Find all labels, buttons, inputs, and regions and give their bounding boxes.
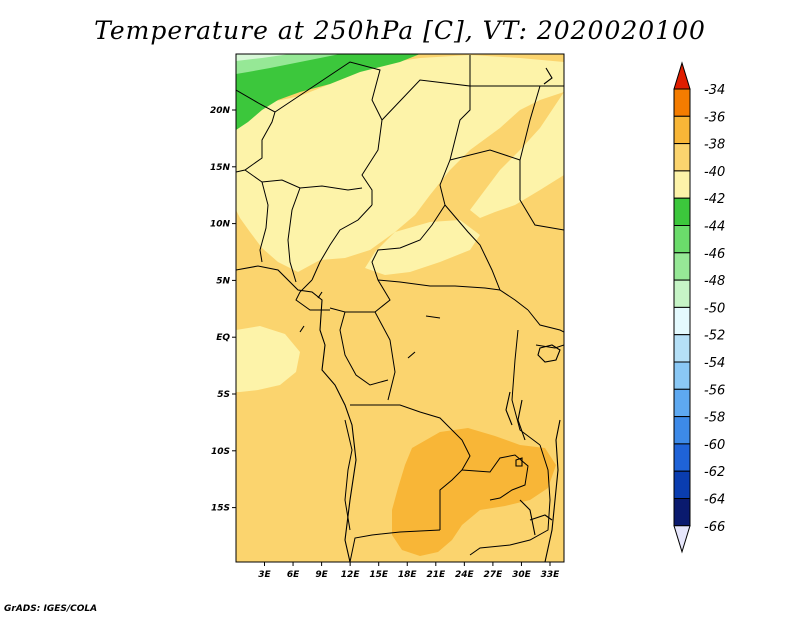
lon-tick-label: 12E (341, 570, 361, 580)
colorbar-label: -52 (704, 329, 725, 344)
lon-tick-label: 30E (512, 570, 532, 580)
lon-tick-label: 3E (258, 570, 271, 580)
lat-tick-label: 10S (211, 447, 230, 457)
colorbar-label: -50 (704, 301, 725, 316)
colorbar-cell (673, 443, 691, 472)
colorbar-label: -64 (704, 493, 725, 508)
colorbar-cell (673, 88, 691, 117)
colorbar-label: -66 (704, 520, 725, 535)
colorbar-label: -34 (704, 83, 725, 98)
colorbar-cell (673, 470, 691, 500)
colorbar-cell (673, 306, 691, 336)
colorbar-label: -60 (704, 438, 725, 453)
colorbar-label: -62 (704, 465, 725, 480)
colorbar-cell (673, 115, 691, 145)
colorbar-cell (673, 143, 691, 172)
colorbar-label: -44 (704, 220, 725, 235)
colorbar-label: -38 (704, 138, 725, 153)
pale-yellow-region-east (470, 92, 564, 218)
lat-tick-label: 10N (210, 220, 231, 230)
latitude-axis: 20N 15N 10N 5N EQ 5S 10S 15S (210, 106, 236, 514)
lat-tick-label: 20N (210, 106, 231, 116)
colorbar: -34 -36 -38 -40 -42 -44 -46 -48 -50 -52 -54 -56 -58 -… (673, 61, 725, 554)
colorbar-cell (673, 416, 691, 445)
colorbar-label: -48 (704, 274, 725, 289)
orange-patch (392, 428, 556, 556)
map-field (236, 54, 564, 562)
colorbar-bottom-arrow (673, 525, 691, 554)
lon-tick-label: 21E (426, 570, 446, 580)
map-frame (235, 53, 565, 563)
lon-tick-label: 6E (287, 570, 300, 580)
coastlines (236, 67, 561, 562)
colorbar-cell (673, 498, 691, 527)
colorbar-label: -40 (704, 165, 725, 180)
colorbar-cell (673, 225, 691, 254)
pale-yellow-region-central (365, 220, 480, 275)
grads-credit: GrADS: IGES/COLA (4, 604, 98, 614)
colorbar-label: -42 (704, 192, 725, 207)
lat-tick-label: EQ (216, 333, 230, 343)
lat-tick-label: 5S (217, 390, 230, 400)
colorbar-label: -46 (704, 247, 725, 262)
lon-tick-label: 18E (398, 570, 418, 580)
colorbar-cell (673, 279, 691, 308)
lat-tick-label: 15S (211, 504, 230, 514)
pale-yellow-region-north (236, 55, 564, 272)
very-light-green-band (236, 54, 290, 61)
lon-tick-label: 15E (369, 570, 389, 580)
colorbar-cell (673, 170, 691, 199)
green-band (236, 54, 420, 130)
colorbar-top-arrow (673, 61, 691, 90)
colorbar-label: -36 (704, 110, 725, 125)
colorbar-label: -58 (704, 411, 725, 426)
colorbar-label: -54 (704, 356, 725, 371)
lon-tick-label: 27E (484, 570, 504, 580)
lon-tick-label: 9E (315, 570, 328, 580)
longitude-axis: 3E 6E 9E 12E 15E 18E 21E 24E 27E 30E 33E (258, 562, 560, 580)
pale-yellow-region-coast (236, 326, 300, 392)
light-green-band (236, 54, 340, 74)
colorbar-cell (673, 197, 691, 226)
chart-title: Temperature at 250hPa [C], VT: 202002010… (94, 16, 706, 45)
lat-tick-label: 5N (216, 276, 230, 286)
lon-tick-label: 24E (455, 570, 475, 580)
colorbar-cell (673, 361, 691, 390)
lat-tick-label: 15N (210, 163, 231, 173)
colorbar-label: -56 (704, 383, 725, 398)
colorbar-cell (673, 388, 691, 418)
colorbar-cell (673, 334, 691, 363)
colorbar-cell (673, 252, 691, 281)
country-borders (236, 55, 564, 562)
lon-tick-label: 33E (541, 570, 561, 580)
